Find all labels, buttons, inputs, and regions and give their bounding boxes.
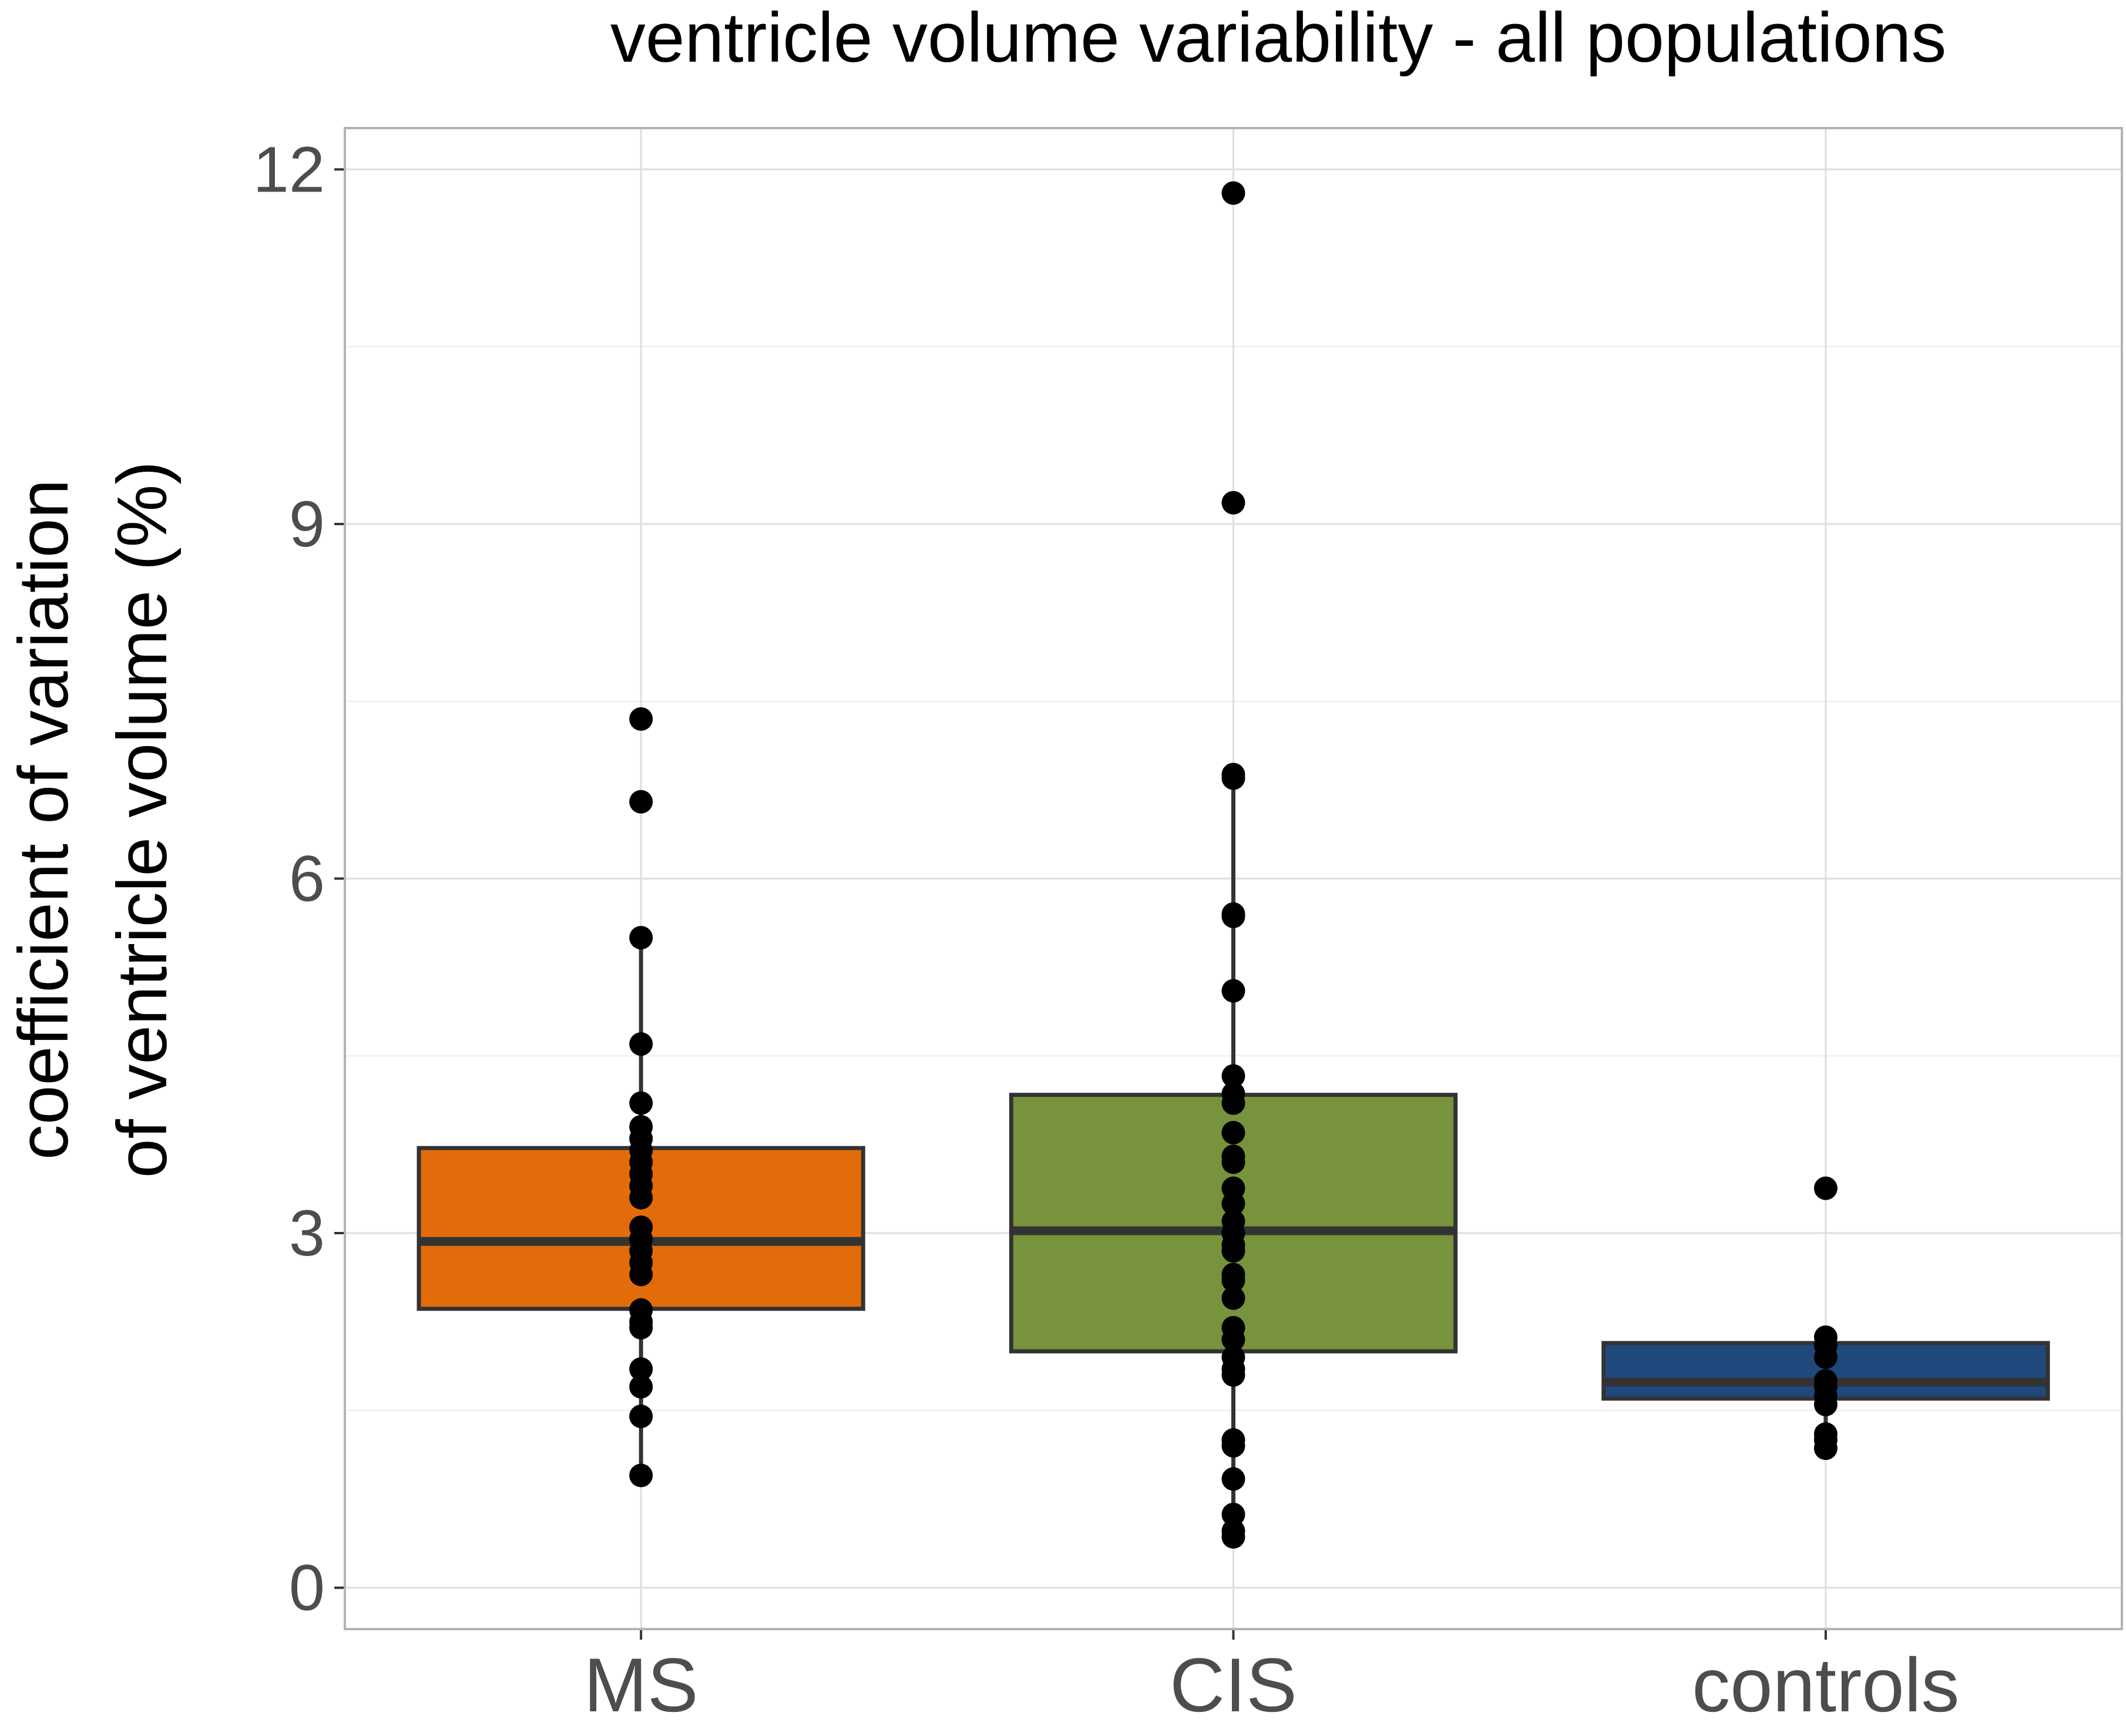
y-axis-title: coefficient of variation of ventricle vo… xyxy=(4,461,182,1178)
data-point xyxy=(629,1032,653,1056)
data-point xyxy=(1221,979,1245,1003)
data-point xyxy=(1221,1467,1245,1491)
data-point xyxy=(1221,1268,1245,1292)
y-tick-label: 3 xyxy=(289,1197,325,1270)
data-point xyxy=(629,1404,653,1428)
data-point xyxy=(1221,1150,1245,1174)
data-point xyxy=(629,1315,653,1339)
data-point xyxy=(629,1375,653,1399)
x-tick-label: controls xyxy=(1692,1642,1959,1728)
x-tick-label: MS xyxy=(584,1642,698,1728)
data-point xyxy=(1221,181,1245,205)
data-point xyxy=(629,1357,653,1381)
plot-border xyxy=(344,127,2123,1630)
data-point xyxy=(1221,1091,1245,1115)
data-point xyxy=(1221,1328,1245,1352)
data-point xyxy=(1221,766,1245,790)
y-axis-title-line-1: coefficient of variation xyxy=(4,479,83,1160)
y-axis-ticks: 0 3 6 9 12 xyxy=(253,133,345,1624)
data-point xyxy=(629,707,653,731)
data-point xyxy=(1221,1525,1245,1549)
x-tick-label: CIS xyxy=(1170,1642,1297,1728)
data-point xyxy=(629,790,653,814)
data-point xyxy=(1221,491,1245,515)
data-point xyxy=(1221,1363,1245,1387)
plot-points xyxy=(629,181,1838,1549)
data-point xyxy=(1221,1502,1245,1526)
y-tick-label: 9 xyxy=(289,488,325,560)
chart-title: ventricle volume variability - all popul… xyxy=(610,0,1946,77)
data-point xyxy=(629,1262,653,1287)
y-tick-label: 0 xyxy=(289,1552,325,1624)
x-axis-ticks: MS CIS controls xyxy=(584,1629,1959,1728)
data-point xyxy=(1221,1064,1245,1088)
data-point xyxy=(629,1463,653,1487)
data-point xyxy=(1221,1239,1245,1263)
data-point xyxy=(1813,1176,1838,1200)
data-point xyxy=(629,1091,653,1115)
y-tick-label: 6 xyxy=(289,843,325,915)
data-point xyxy=(1813,1436,1838,1460)
data-point xyxy=(1813,1392,1838,1416)
data-point xyxy=(629,1186,653,1210)
y-tick-label: 12 xyxy=(253,133,325,206)
data-point xyxy=(1221,1286,1245,1310)
data-point xyxy=(1221,904,1245,928)
data-point xyxy=(1221,1191,1245,1215)
data-point xyxy=(629,926,653,950)
data-point xyxy=(1221,1121,1245,1145)
data-point xyxy=(1813,1345,1838,1369)
y-axis-title-line-2: of ventricle volume (%) xyxy=(103,461,182,1178)
data-point xyxy=(1221,1434,1245,1458)
